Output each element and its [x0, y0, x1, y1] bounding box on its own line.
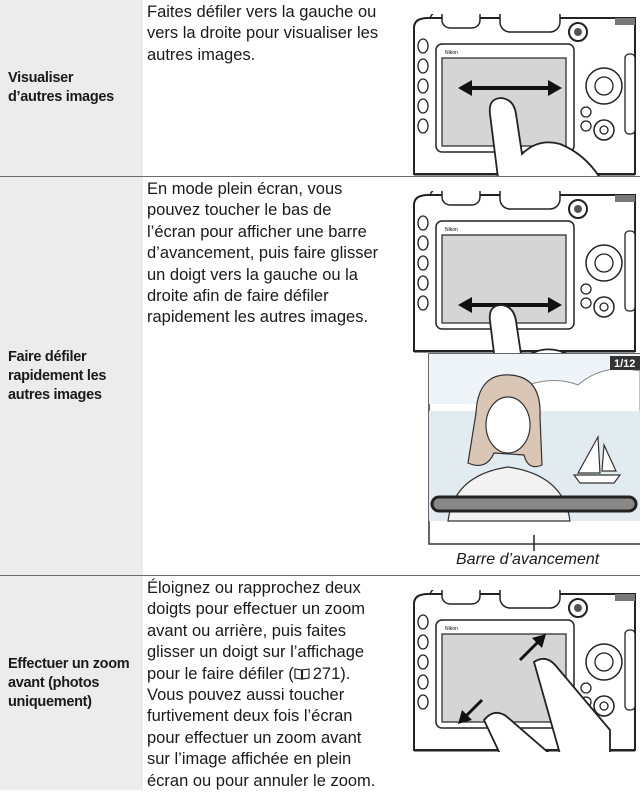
photo-illustration: 1/12 [428, 353, 640, 545]
text-line: furtivement deux fois l’écran [147, 707, 353, 726]
camera-progress-illustration [413, 191, 636, 353]
text-line: rapidement les autres images. [147, 308, 369, 327]
text-line: uniquement) [8, 693, 92, 710]
page-ref-icon [294, 667, 310, 680]
text-line: d’autres images [8, 89, 114, 105]
text-line: glisser un doigt sur l’affichage [147, 643, 365, 662]
text-line: autres images. [147, 45, 256, 64]
text-line: doigts pour effectuer un zoom [147, 600, 365, 619]
camera-swipe-illustration [413, 14, 636, 176]
text-line: sur l’image affichée en plein [147, 750, 352, 769]
text-line: droite afin de faire défiler [147, 287, 329, 306]
text-line: Vous pouvez aussi toucher [147, 686, 345, 705]
text-line: Effectuer un zoom [8, 655, 130, 672]
table-row: Faire défiler rapidement les autres images… [0, 176, 640, 575]
camera-zoom-illustration [413, 590, 636, 752]
row-label: Visualiser d’autres images [0, 0, 143, 176]
text-line: Faire défiler [8, 348, 87, 365]
row-label: Faire défiler rapidement les autres images [0, 177, 143, 575]
caption-pointer [533, 535, 535, 551]
caption: Barre d’avancement [456, 551, 600, 568]
text-line: écran ou pour annuler le zoom. [147, 771, 376, 790]
table-row: Effectuer un zoom avant (photos uniquement… [0, 575, 640, 790]
text-line: un doigt vers la gauche ou la [147, 265, 358, 284]
text-line: pouvez toucher le bas de [147, 201, 332, 220]
text-line: autres images [8, 386, 102, 403]
text-segment: pour le faire défiler ( [147, 664, 294, 683]
text-line: rapidement les [8, 367, 107, 384]
text-line: l’écran pour afficher une barre [147, 222, 367, 241]
text-line: avant ou arrière, puis faites [147, 621, 347, 640]
row-label: Effectuer un zoom avant (photos uniquement… [0, 576, 143, 790]
table-row: Visualiser d’autres images Faites défiler… [0, 0, 640, 176]
text-line: Faites défiler vers la gauche ou [147, 3, 377, 21]
row-description: Éloignez ou rapprochez deux doigts pour e… [147, 578, 412, 792]
text-line: En mode plein écran, vous [147, 180, 343, 198]
text-line: avant (photos [8, 674, 100, 691]
row-description: En mode plein écran, vous pouvez toucher … [147, 179, 412, 329]
text-line: pour effectuer un zoom avant [147, 728, 362, 747]
text-line: vers la droite pour visualiser les [147, 24, 379, 43]
photo-counter: 1/12 [614, 358, 635, 370]
row-description: Faites défiler vers la gauche ou vers la … [147, 2, 412, 66]
text-line: Éloignez ou rapprochez deux [147, 579, 361, 597]
text-segment: ). [340, 664, 351, 683]
text-line: d’avancement, puis faire glisser [147, 244, 379, 263]
text-line: Visualiser [8, 70, 74, 86]
text-line: pour le faire défiler ( 271). [147, 664, 412, 685]
page-ref: 271 [312, 664, 341, 683]
